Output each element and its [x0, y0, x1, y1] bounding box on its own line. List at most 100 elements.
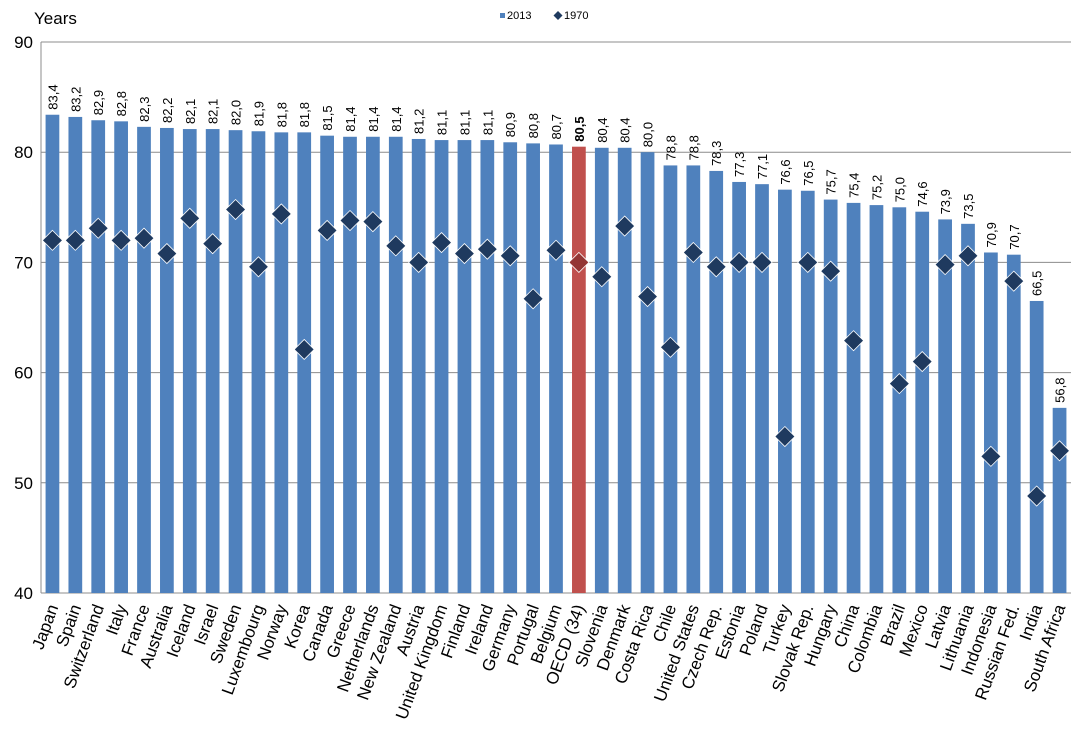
bar-iceland	[182, 129, 197, 594]
value-label: 70,9	[984, 222, 999, 247]
value-label: 81,4	[366, 106, 381, 131]
value-label: 82,8	[114, 91, 129, 116]
bar-india	[1029, 300, 1044, 593]
y-tick-label: 80	[14, 143, 33, 162]
bar-luxembourg	[251, 131, 266, 593]
y-tick-label: 70	[14, 253, 33, 272]
marker-1970-finland	[453, 243, 476, 265]
value-label: 78,3	[709, 141, 724, 166]
value-label: 77,1	[755, 154, 770, 179]
bar-brazil	[892, 207, 907, 594]
y-tick-label: 50	[14, 474, 33, 493]
bar-poland	[755, 184, 769, 593]
value-label: 75,4	[847, 173, 862, 198]
marker-1970-poland	[751, 251, 773, 273]
bar-austria	[411, 138, 426, 593]
y-tick-label: 60	[14, 364, 33, 383]
marker-1970-germany	[499, 245, 521, 267]
value-label: 76,5	[801, 160, 816, 185]
bar-united-states	[686, 165, 701, 593]
bar-denmark	[617, 147, 632, 594]
bar-united-kingdom	[434, 140, 449, 593]
marker-1970-south-africa	[1048, 440, 1071, 462]
bar-slovenia	[594, 147, 609, 594]
legend-swatch-2013	[500, 13, 505, 18]
value-label: 80,5	[572, 116, 587, 141]
value-label: 77,3	[732, 152, 747, 177]
value-label: 83,4	[45, 84, 60, 109]
marker-1970-oecd-34-	[568, 251, 590, 273]
bar-germany	[503, 142, 518, 594]
bar-australia	[160, 127, 174, 594]
value-label: 82,2	[160, 98, 175, 123]
bar-lithuania	[961, 223, 975, 593]
value-label: 83,2	[68, 87, 83, 112]
bar-colombia	[869, 205, 884, 593]
bar-mexico	[915, 211, 930, 593]
value-label: 81,1	[457, 110, 472, 135]
legend-label-1970: 1970	[564, 10, 588, 22]
bars-2013	[45, 114, 1067, 594]
value-label: 75,7	[824, 169, 839, 194]
marker-1970-slovenia	[591, 266, 613, 288]
value-label: 81,4	[389, 106, 404, 131]
marker-1970-latvia	[934, 254, 956, 276]
marker-1970-israel	[202, 233, 224, 255]
marker-1970-chile	[659, 336, 682, 358]
marker-1970-sweden	[224, 198, 247, 221]
value-label: 80,7	[549, 114, 564, 139]
bar-italy	[114, 121, 128, 594]
bar-ireland	[480, 140, 495, 593]
value-label: 82,0	[229, 100, 244, 125]
value-label: 81,5	[320, 105, 335, 130]
value-labels: 83,4 83,2 82,9 82,8 82,3 82,2 82,1 82,1 82,0 81,9…	[45, 84, 1067, 402]
bar-czech-rep-	[709, 170, 724, 593]
bar-oecd-34-	[572, 146, 586, 593]
category-labels: JapanSpainSwitzerlandItalyFranceAustrali…	[29, 601, 1070, 722]
value-label: 73,9	[938, 189, 953, 214]
value-label: 80,4	[618, 117, 633, 142]
marker-1970-luxembourg	[247, 256, 270, 278]
value-label: 82,9	[91, 90, 106, 115]
marker-1970-indonesia	[980, 445, 1002, 467]
bar-norway	[274, 132, 289, 593]
marker-1970-greece	[339, 209, 361, 232]
marker-1970-czech-rep-	[705, 256, 727, 278]
value-label: 82,1	[183, 99, 198, 124]
value-label: 81,8	[297, 102, 312, 127]
value-label: 75,2	[869, 175, 884, 200]
bar-portugal	[526, 143, 540, 593]
marker-1970-denmark	[614, 215, 636, 237]
value-label: 56,8	[1053, 378, 1068, 403]
bar-japan	[45, 114, 60, 594]
value-label: 74,6	[915, 181, 930, 206]
bar-latvia	[938, 219, 952, 593]
bar-new-zealand	[388, 136, 403, 593]
marker-1970-canada	[316, 219, 338, 242]
bar-spain	[68, 116, 83, 593]
marker-1970-switzerland	[87, 217, 109, 239]
marker-1970-portugal	[522, 288, 544, 310]
marker-1970-china	[842, 330, 865, 352]
bar-chile	[663, 165, 678, 593]
bar-slovak-rep-	[800, 190, 815, 593]
bar-south-africa	[1052, 407, 1067, 593]
legend-swatch-1970	[553, 11, 563, 20]
marker-1970-new-zealand	[385, 235, 407, 257]
marker-1970-united-states	[682, 241, 704, 264]
value-label: 81,8	[274, 102, 289, 127]
marker-1970-norway	[270, 203, 292, 225]
bar-greece	[343, 136, 357, 593]
marker-1970-iceland	[179, 207, 201, 229]
marker-1970-brazil	[888, 373, 910, 395]
marker-1970-mexico	[911, 351, 933, 373]
value-label: 76,6	[778, 159, 793, 184]
bar-finland	[457, 140, 472, 593]
value-label: 70,7	[1007, 224, 1022, 249]
marker-1970-estonia	[728, 251, 750, 273]
value-label: 82,3	[137, 97, 152, 122]
bar-estonia	[732, 181, 746, 594]
value-label: 80,0	[641, 122, 656, 147]
